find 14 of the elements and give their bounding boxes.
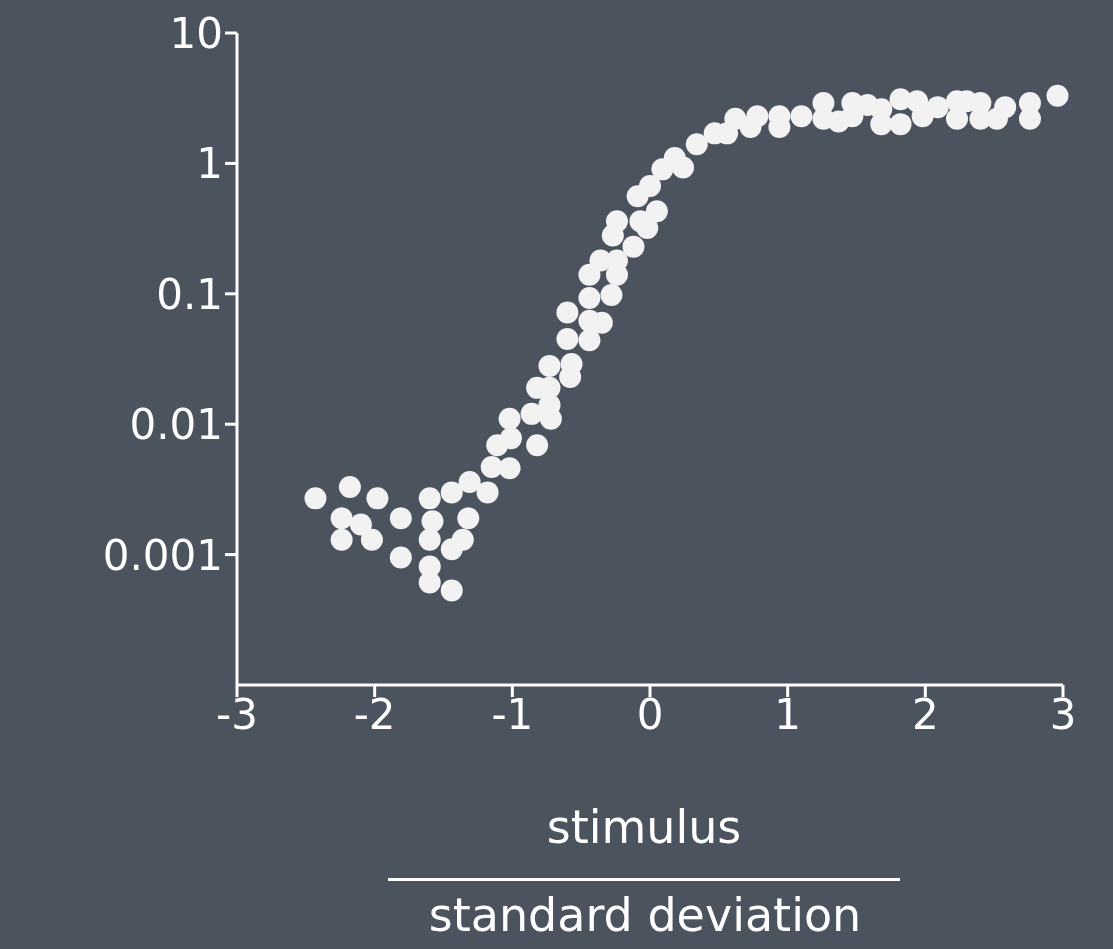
x-axis-title: stimulus xyxy=(545,800,743,854)
y-tick-label: 0.1 xyxy=(156,269,223,319)
x-tick-label: 1 xyxy=(774,689,802,739)
y-tick-label: 0.001 xyxy=(102,530,223,580)
x-tick-label: -3 xyxy=(216,689,258,739)
x-tick-label: 2 xyxy=(911,689,939,739)
x-tick-label: 0 xyxy=(636,689,664,739)
x-tick-label: 3 xyxy=(1049,689,1077,739)
x-tick-label: -1 xyxy=(491,689,534,739)
y-tick-label: 1 xyxy=(196,139,223,189)
y-tick-label: 0.01 xyxy=(129,400,223,450)
x-tick-label: -2 xyxy=(353,689,396,739)
y-tick-label: 10 xyxy=(169,8,223,58)
text: standard deviation xyxy=(427,888,863,942)
